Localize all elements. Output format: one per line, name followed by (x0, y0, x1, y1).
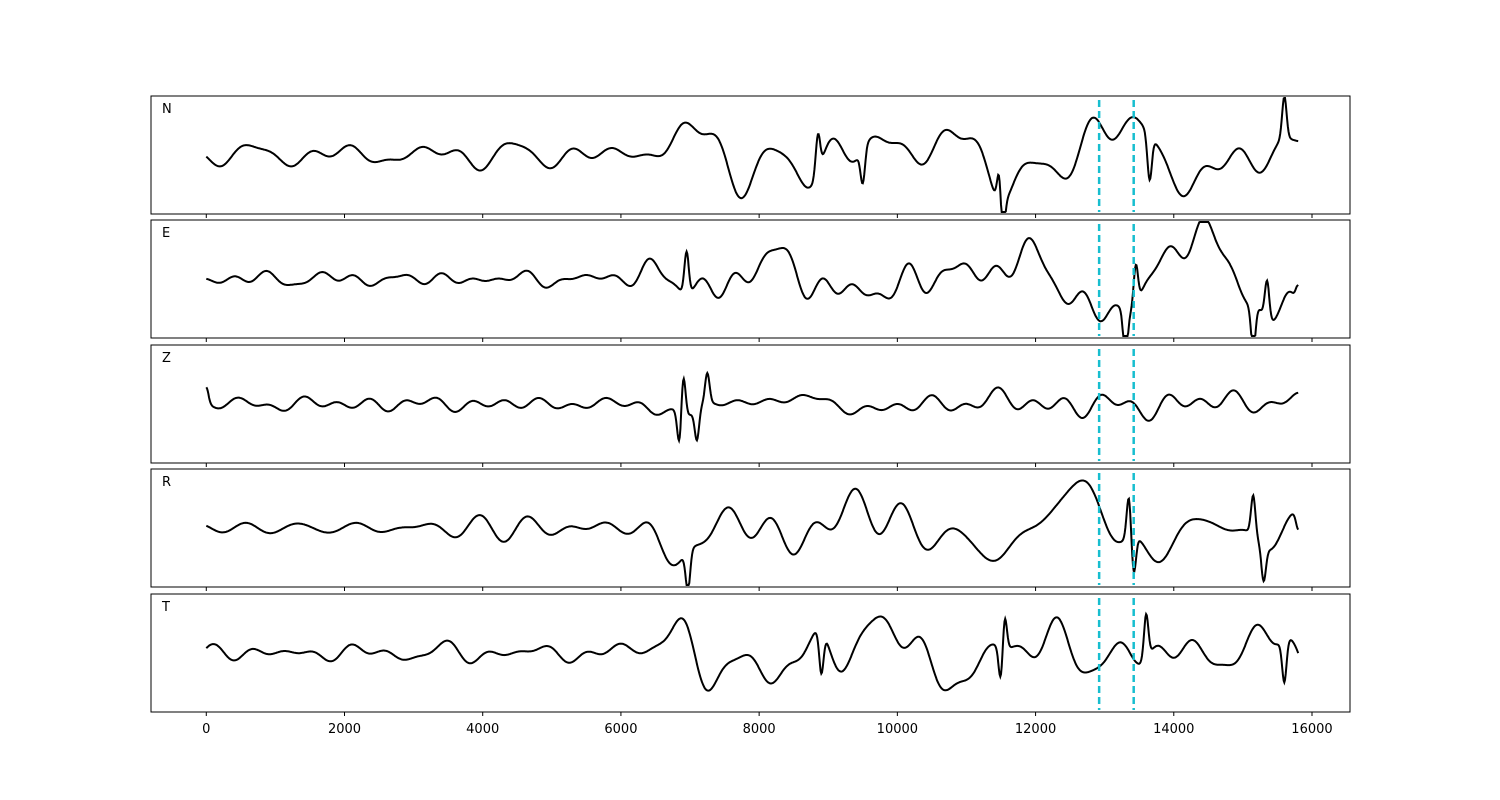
panel-label-t: T (161, 600, 170, 615)
x-tick-label: 16000 (1291, 722, 1332, 737)
panel-frame-e (150, 219, 1351, 339)
panel-e: E (150, 219, 1351, 342)
x-tick-label: 0 (202, 722, 210, 737)
x-tick-label: 8000 (743, 722, 776, 737)
panel-t: T (150, 593, 1351, 716)
panel-label-r: R (162, 475, 171, 490)
panel-label-z: Z (162, 351, 171, 366)
trace-z (205, 370, 1299, 445)
panel-z: Z (150, 344, 1351, 467)
panel-frame-n (150, 95, 1351, 215)
x-tick-label: 4000 (466, 722, 499, 737)
trace-e (206, 221, 1299, 337)
panel-frame-t (150, 593, 1351, 713)
trace-t (205, 611, 1300, 692)
panel-label-n: N (162, 102, 172, 117)
panel-r: R (150, 468, 1351, 591)
x-tick-label: 14000 (1153, 722, 1194, 737)
x-tick-label: 6000 (604, 722, 637, 737)
trace-n (205, 97, 1299, 213)
x-tick-label: 2000 (328, 722, 361, 737)
panel-frame-r (150, 468, 1351, 588)
panel-n: N (150, 95, 1351, 218)
x-axis-tick-labels: 0 2000 4000 6000 8000 10000 12000 14000 16000 (202, 722, 1333, 737)
x-tick-label: 12000 (1015, 722, 1056, 737)
trace-r (205, 479, 1300, 586)
x-tick-label: 10000 (877, 722, 918, 737)
panel-frame-z (150, 344, 1351, 464)
panel-label-e: E (162, 226, 170, 241)
